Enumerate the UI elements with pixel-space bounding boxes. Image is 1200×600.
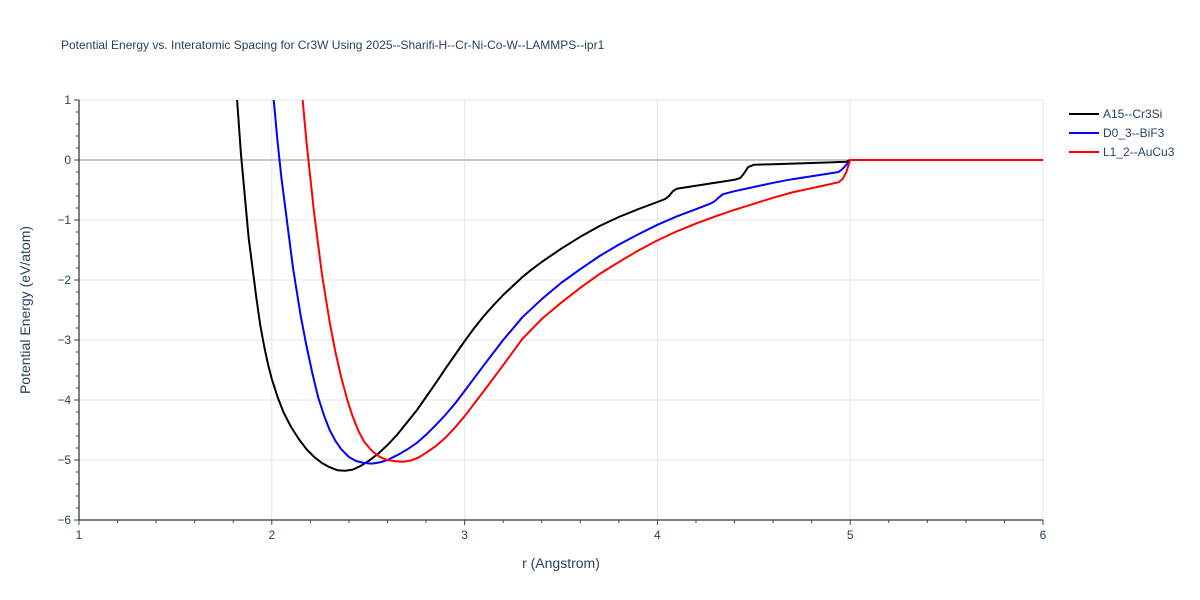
legend-item[interactable]: L1_2--AuCu3 <box>1069 145 1175 159</box>
legend-item[interactable]: D0_3--BiF3 <box>1069 126 1165 140</box>
legend-label: D0_3--BiF3 <box>1103 126 1165 140</box>
series-line-d0-3-bif3 <box>272 100 1043 465</box>
series-layer <box>236 100 1043 472</box>
y-tick-label: −1 <box>57 213 71 227</box>
chart-title: Potential Energy vs. Interatomic Spacing… <box>61 38 605 52</box>
x-tick-label: 5 <box>847 528 854 542</box>
x-tick-label: 3 <box>461 528 468 542</box>
y-tick-label: −5 <box>57 453 71 467</box>
x-tick-label: 4 <box>654 528 661 542</box>
legend[interactable]: A15--Cr3Si D0_3--BiF3 L1_2--AuCu3 <box>1069 107 1175 159</box>
x-tick-label: 6 <box>1040 528 1047 542</box>
grid <box>79 99 1044 520</box>
y-tick-label: −6 <box>57 513 71 527</box>
x-tick-label: 2 <box>268 528 275 542</box>
y-axis-title: Potential Energy (eV/atom) <box>17 226 33 394</box>
series-line-a15-cr3si <box>236 100 1043 472</box>
axes: 1 2 3 4 5 6 1 0 −1 −2 −3 −4 −5 −6 <box>57 93 1046 542</box>
y-tick-label: −2 <box>57 273 71 287</box>
legend-label: L1_2--AuCu3 <box>1103 145 1175 159</box>
legend-item[interactable]: A15--Cr3Si <box>1069 107 1162 121</box>
y-tick-label: −3 <box>57 333 71 347</box>
legend-label: A15--Cr3Si <box>1103 107 1162 121</box>
x-tick-label: 1 <box>76 528 83 542</box>
y-tick-label: 0 <box>64 153 71 167</box>
y-tick-label: 1 <box>64 93 71 107</box>
y-tick-label: −4 <box>57 393 71 407</box>
x-axis-title: r (Angstrom) <box>522 555 600 571</box>
series-line-l1-2-aucu3 <box>301 100 1043 463</box>
